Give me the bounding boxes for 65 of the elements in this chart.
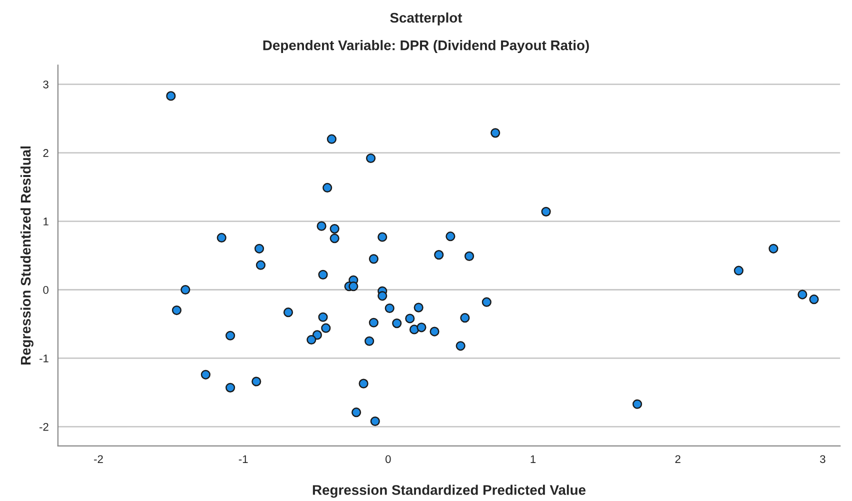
point: [366, 153, 376, 164]
point: [446, 232, 456, 242]
point: [368, 318, 378, 328]
point: [460, 313, 470, 323]
point: [358, 378, 368, 388]
x-tick-label: 2: [675, 455, 680, 463]
point: [226, 382, 236, 392]
point: [378, 232, 388, 242]
y-tick-label: -2: [40, 422, 48, 431]
point: [370, 416, 380, 426]
point: [318, 312, 328, 322]
point: [414, 302, 424, 312]
point: [430, 326, 440, 336]
point: [200, 370, 210, 380]
point: [482, 297, 492, 307]
point: [384, 303, 394, 314]
point: [405, 314, 415, 324]
point: [378, 291, 388, 301]
x-tick-label: -1: [238, 455, 248, 463]
x-tick-label: 3: [820, 455, 826, 464]
point: [464, 251, 474, 261]
y-tick-label: 0: [43, 286, 48, 294]
x-axis-title: Regression Standardized Predicted Value: [312, 484, 586, 498]
point: [348, 282, 358, 292]
point: [330, 224, 340, 234]
point: [322, 182, 332, 193]
point: [226, 330, 236, 340]
point: [434, 250, 444, 260]
y-axis-title: Regression Studentized Residual: [20, 146, 34, 365]
point: [364, 336, 374, 346]
point: [326, 134, 336, 144]
x-tick-label: 1: [530, 455, 536, 463]
x-tick-label: -2: [94, 455, 103, 463]
point: [172, 306, 182, 316]
point: [541, 206, 551, 216]
point: [166, 91, 176, 101]
y-tick-label: -1: [40, 354, 48, 362]
y-tick-label: 3: [43, 80, 48, 88]
point: [318, 270, 328, 280]
point: [306, 334, 316, 345]
chart-subtitle: Dependent Variable: DPR (Dividend Payout Ratio): [263, 40, 589, 53]
point: [252, 376, 262, 386]
point: [352, 408, 362, 418]
point: [416, 322, 426, 332]
point: [256, 260, 266, 270]
point: [180, 284, 190, 295]
point: [283, 308, 294, 318]
point: [216, 232, 226, 242]
point: [768, 244, 778, 254]
point: [798, 290, 808, 300]
point: [734, 266, 744, 276]
point: [632, 399, 642, 409]
y-tick-label: 2: [43, 149, 48, 157]
point: [368, 254, 378, 264]
point: [809, 294, 819, 304]
point: [321, 323, 331, 333]
point: [330, 234, 340, 244]
point: [490, 128, 500, 138]
chart-title: Scatterplot: [390, 12, 462, 26]
y-tick-label: 1: [44, 218, 48, 226]
point: [456, 341, 466, 351]
x-tick-label: 0: [386, 455, 391, 464]
point: [316, 221, 326, 231]
point: [392, 318, 402, 328]
point: [254, 244, 264, 254]
